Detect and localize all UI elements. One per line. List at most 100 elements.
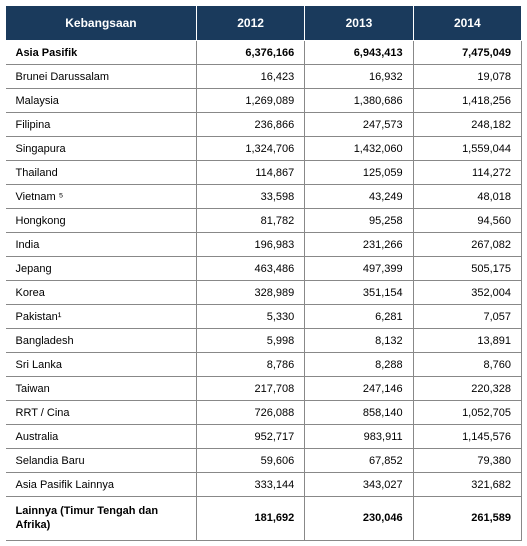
table-row: Singapura1,324,7061,432,0601,559,044 [6, 137, 522, 161]
cell-label: India [6, 233, 197, 257]
cell-2014: 79,380 [413, 449, 521, 473]
cell-2012: 1,324,706 [196, 137, 304, 161]
table-row: Australia952,717983,9111,145,576 [6, 425, 522, 449]
table-row: Filipina236,866247,573248,182 [6, 113, 522, 137]
cell-label: Vietnam ⁵ [6, 185, 197, 209]
cell-2013: 95,258 [305, 209, 413, 233]
cell-2012: 236,866 [196, 113, 304, 137]
cell-2014: 7,475,049 [413, 41, 521, 65]
cell-label: Sri Lanka [6, 353, 197, 377]
table-row: Korea328,989351,154352,004 [6, 281, 522, 305]
table-row: Pakistan¹5,3306,2817,057 [6, 305, 522, 329]
cell-2014: 248,182 [413, 113, 521, 137]
cell-2014: 505,175 [413, 257, 521, 281]
cell-2013: 67,852 [305, 449, 413, 473]
cell-2013: 8,288 [305, 353, 413, 377]
cell-2013: 858,140 [305, 401, 413, 425]
cell-label: Malaysia [6, 89, 197, 113]
cell-2012: 463,486 [196, 257, 304, 281]
cell-2012: 8,786 [196, 353, 304, 377]
cell-2014: 7,057 [413, 305, 521, 329]
table-row: RRT / Cina726,088858,1401,052,705 [6, 401, 522, 425]
cell-2014: 220,328 [413, 377, 521, 401]
table-row: Asia Pasifik Lainnya333,144343,027321,68… [6, 473, 522, 497]
cell-2014: 267,082 [413, 233, 521, 257]
cell-label: Hongkong [6, 209, 197, 233]
cell-2012: 114,867 [196, 161, 304, 185]
nationality-table-wrap: Kebangsaan 2012 2013 2014 Asia Pasifik6,… [0, 0, 527, 546]
cell-2014: 1,145,576 [413, 425, 521, 449]
cell-2014: 1,559,044 [413, 137, 521, 161]
table-row: Sri Lanka8,7868,2888,760 [6, 353, 522, 377]
cell-2013: 1,432,060 [305, 137, 413, 161]
col-header-2012: 2012 [196, 6, 304, 41]
cell-2014: 114,272 [413, 161, 521, 185]
cell-2013: 343,027 [305, 473, 413, 497]
nationality-table: Kebangsaan 2012 2013 2014 Asia Pasifik6,… [5, 5, 522, 541]
cell-2013: 983,911 [305, 425, 413, 449]
cell-2014: 1,052,705 [413, 401, 521, 425]
cell-2013: 351,154 [305, 281, 413, 305]
cell-2012: 1,269,089 [196, 89, 304, 113]
cell-2014: 8,760 [413, 353, 521, 377]
cell-label: Filipina [6, 113, 197, 137]
cell-2013: 16,932 [305, 65, 413, 89]
cell-2014: 94,560 [413, 209, 521, 233]
table-row: Hongkong81,78295,25894,560 [6, 209, 522, 233]
cell-2013: 247,573 [305, 113, 413, 137]
cell-2012: 59,606 [196, 449, 304, 473]
cell-2014: 13,891 [413, 329, 521, 353]
cell-2014: 1,418,256 [413, 89, 521, 113]
cell-2012: 81,782 [196, 209, 304, 233]
cell-2013: 43,249 [305, 185, 413, 209]
cell-2013: 8,132 [305, 329, 413, 353]
cell-2012: 16,423 [196, 65, 304, 89]
cell-2013: 6,943,413 [305, 41, 413, 65]
cell-2012: 33,598 [196, 185, 304, 209]
table-row: Vietnam ⁵33,59843,24948,018 [6, 185, 522, 209]
cell-2014: 321,682 [413, 473, 521, 497]
col-header-nationality: Kebangsaan [6, 6, 197, 41]
cell-2012: 217,708 [196, 377, 304, 401]
cell-label: Lainnya (Timur Tengah dan Afrika) [6, 497, 197, 541]
cell-2013: 1,380,686 [305, 89, 413, 113]
cell-2013: 247,146 [305, 377, 413, 401]
table-row: Taiwan217,708247,146220,328 [6, 377, 522, 401]
cell-label: Korea [6, 281, 197, 305]
cell-label: Selandia Baru [6, 449, 197, 473]
cell-2012: 196,983 [196, 233, 304, 257]
col-header-2014: 2014 [413, 6, 521, 41]
table-row: Brunei Darussalam16,42316,93219,078 [6, 65, 522, 89]
cell-label: Singapura [6, 137, 197, 161]
cell-label: Brunei Darussalam [6, 65, 197, 89]
table-row: Asia Pasifik6,376,1666,943,4137,475,049 [6, 41, 522, 65]
table-row: Lainnya (Timur Tengah dan Afrika)181,692… [6, 497, 522, 541]
cell-label: Taiwan [6, 377, 197, 401]
table-row: Thailand114,867125,059114,272 [6, 161, 522, 185]
cell-2012: 5,998 [196, 329, 304, 353]
cell-label: Australia [6, 425, 197, 449]
cell-label: Bangladesh [6, 329, 197, 353]
cell-2012: 5,330 [196, 305, 304, 329]
table-body: Asia Pasifik6,376,1666,943,4137,475,049B… [6, 41, 522, 541]
table-row: India196,983231,266267,082 [6, 233, 522, 257]
col-header-2013: 2013 [305, 6, 413, 41]
table-row: Jepang463,486497,399505,175 [6, 257, 522, 281]
cell-2013: 6,281 [305, 305, 413, 329]
cell-2014: 352,004 [413, 281, 521, 305]
cell-label: Jepang [6, 257, 197, 281]
cell-2013: 497,399 [305, 257, 413, 281]
cell-2012: 333,144 [196, 473, 304, 497]
cell-label: Asia Pasifik [6, 41, 197, 65]
cell-2014: 19,078 [413, 65, 521, 89]
cell-2012: 726,088 [196, 401, 304, 425]
table-row: Malaysia1,269,0891,380,6861,418,256 [6, 89, 522, 113]
cell-2014: 261,589 [413, 497, 521, 541]
table-header: Kebangsaan 2012 2013 2014 [6, 6, 522, 41]
cell-label: Thailand [6, 161, 197, 185]
cell-2014: 48,018 [413, 185, 521, 209]
cell-label: RRT / Cina [6, 401, 197, 425]
cell-2012: 6,376,166 [196, 41, 304, 65]
cell-2012: 952,717 [196, 425, 304, 449]
cell-label: Pakistan¹ [6, 305, 197, 329]
